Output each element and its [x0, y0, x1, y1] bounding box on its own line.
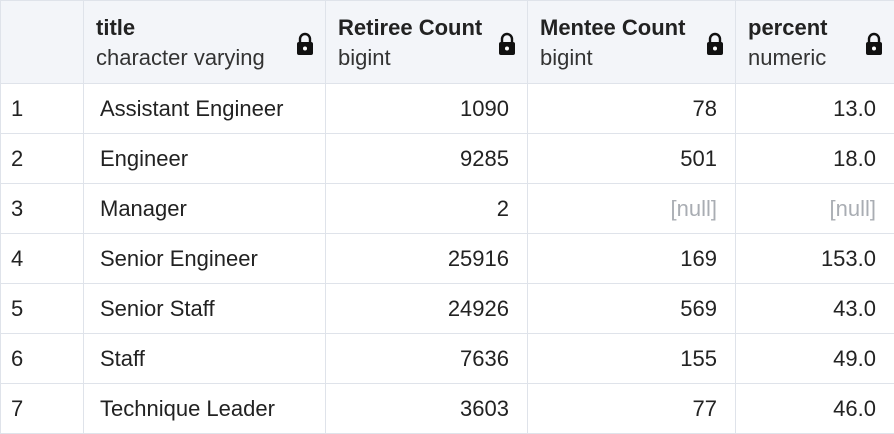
column-name: percent: [748, 15, 828, 40]
row-number-header[interactable]: [0, 0, 84, 84]
table-row[interactable]: 4 Senior Engineer 25916 169 153.0: [0, 233, 894, 284]
row-number[interactable]: 1: [0, 83, 84, 134]
lock-icon: [499, 32, 515, 55]
cell-title[interactable]: Assistant Engineer: [83, 83, 326, 134]
cell-retiree-count[interactable]: 2: [325, 183, 528, 234]
cell-title[interactable]: Technique Leader: [83, 383, 326, 434]
cell-percent-null[interactable]: [null]: [735, 183, 894, 234]
row-number[interactable]: 7: [0, 383, 84, 434]
cell-percent[interactable]: 43.0: [735, 283, 894, 334]
column-type: numeric: [748, 45, 827, 70]
column-type: bigint: [338, 45, 391, 70]
column-name: Retiree Count: [338, 15, 483, 40]
cell-retiree-count[interactable]: 1090: [325, 83, 528, 134]
cell-mentee-count-null[interactable]: [null]: [527, 183, 736, 234]
cell-mentee-count[interactable]: 155: [527, 333, 736, 384]
table-row[interactable]: 2 Engineer 9285 501 18.0: [0, 133, 894, 184]
cell-title[interactable]: Senior Staff: [83, 283, 326, 334]
cell-mentee-count[interactable]: 169: [527, 233, 736, 284]
table-row[interactable]: 5 Senior Staff 24926 569 43.0: [0, 283, 894, 334]
row-number[interactable]: 4: [0, 233, 84, 284]
column-type: character varying: [96, 45, 265, 70]
cell-retiree-count[interactable]: 9285: [325, 133, 528, 184]
cell-retiree-count[interactable]: 25916: [325, 233, 528, 284]
cell-title[interactable]: Senior Engineer: [83, 233, 326, 284]
column-header-retiree-count[interactable]: Retiree Count bigint: [325, 0, 528, 84]
cell-retiree-count[interactable]: 24926: [325, 283, 528, 334]
cell-title[interactable]: Staff: [83, 333, 326, 384]
lock-icon: [866, 32, 882, 55]
column-name: Mentee Count: [540, 15, 686, 40]
cell-retiree-count[interactable]: 7636: [325, 333, 528, 384]
cell-percent[interactable]: 153.0: [735, 233, 894, 284]
lock-icon: [297, 32, 313, 55]
cell-title[interactable]: Manager: [83, 183, 326, 234]
cell-mentee-count[interactable]: 569: [527, 283, 736, 334]
row-number[interactable]: 6: [0, 333, 84, 384]
cell-mentee-count[interactable]: 501: [527, 133, 736, 184]
cell-percent[interactable]: 49.0: [735, 333, 894, 384]
cell-mentee-count[interactable]: 78: [527, 83, 736, 134]
table-row[interactable]: 3 Manager 2 [null] [null]: [0, 183, 894, 234]
column-header-title[interactable]: title character varying: [83, 0, 326, 84]
column-name: title: [96, 15, 136, 40]
cell-mentee-count[interactable]: 77: [527, 383, 736, 434]
cell-percent[interactable]: 46.0: [735, 383, 894, 434]
row-number[interactable]: 3: [0, 183, 84, 234]
cell-percent[interactable]: 13.0: [735, 83, 894, 134]
column-header-mentee-count[interactable]: Mentee Count bigint: [527, 0, 736, 84]
header-row: title character varying Retiree Count bi…: [0, 0, 894, 84]
table-row[interactable]: 7 Technique Leader 3603 77 46.0: [0, 383, 894, 434]
row-number[interactable]: 5: [0, 283, 84, 334]
table-row[interactable]: 1 Assistant Engineer 1090 78 13.0: [0, 83, 894, 134]
lock-icon: [707, 32, 723, 55]
cell-title[interactable]: Engineer: [83, 133, 326, 184]
column-header-percent[interactable]: percent numeric: [735, 0, 894, 84]
cell-percent[interactable]: 18.0: [735, 133, 894, 184]
column-type: bigint: [540, 45, 593, 70]
table-row[interactable]: 6 Staff 7636 155 49.0: [0, 333, 894, 384]
row-number[interactable]: 2: [0, 133, 84, 184]
cell-retiree-count[interactable]: 3603: [325, 383, 528, 434]
